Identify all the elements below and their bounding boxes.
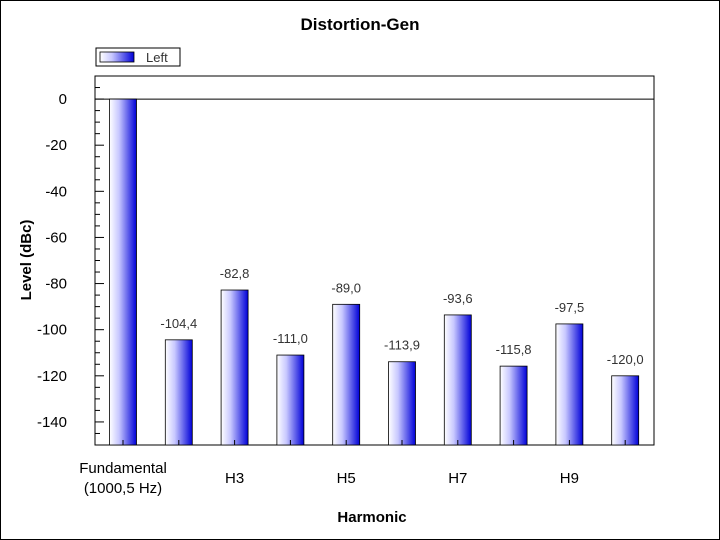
y-tick-label: -20 (45, 137, 67, 154)
data-label: -113,9 (384, 338, 420, 353)
data-label: -104,4 (160, 316, 197, 331)
bar (276, 354, 305, 446)
bar (164, 339, 193, 446)
data-label: -97,5 (555, 300, 585, 315)
x-tick-label: H5 (337, 470, 356, 487)
bar (220, 289, 249, 446)
x-tick-label: H7 (448, 470, 467, 487)
bar (555, 323, 584, 446)
chart-title: Distortion-Gen (301, 15, 420, 34)
bars: -104,4 -82,8 -111,0 -89,0 -113,9 -93,6 -115,8 -… (109, 98, 644, 446)
legend: Left (95, 47, 181, 67)
bar (611, 375, 640, 446)
y-tick-label: -60 (45, 229, 67, 246)
data-label: -93,6 (443, 291, 473, 306)
y-tick-label: -140 (37, 414, 67, 431)
bar (109, 98, 137, 446)
bar (332, 303, 361, 446)
x-tick-label: Fundamental (1000,5 Hz) (79, 460, 167, 497)
y-axis-title: Level (dBc) (18, 220, 35, 301)
y-tick-label: -100 (37, 322, 67, 339)
y-axis: 0 -20 -40 -60 -80 -100 -120 -140 (37, 75, 654, 446)
legend-label: Left (146, 50, 168, 65)
bar (388, 361, 416, 446)
data-label: -111,0 (273, 331, 308, 346)
x-tick-label: H9 (560, 470, 579, 487)
x-tick-label: H3 (225, 470, 244, 487)
y-tick-label: -40 (45, 183, 67, 200)
y-tick-label: -120 (37, 368, 67, 385)
data-label: -120,0 (607, 352, 644, 367)
bar (499, 365, 528, 446)
data-label: -89,0 (331, 280, 361, 295)
y-tick-label: -80 (45, 276, 67, 293)
bar (443, 314, 472, 446)
data-label: -82,8 (220, 266, 250, 281)
data-label: -115,8 (496, 342, 532, 357)
x-axis-title: Harmonic (337, 509, 406, 526)
y-tick-label: 0 (59, 91, 67, 108)
legend-swatch (99, 51, 135, 63)
x-axis: Fundamental (1000,5 Hz) H3 H5 H7 H9 (79, 440, 626, 497)
